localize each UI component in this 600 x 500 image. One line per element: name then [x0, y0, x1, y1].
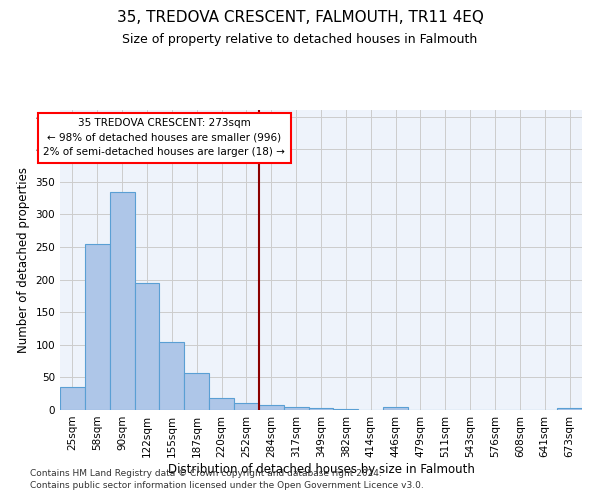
Bar: [234, 404, 259, 410]
Text: 35, TREDOVA CRESCENT, FALMOUTH, TR11 4EQ: 35, TREDOVA CRESCENT, FALMOUTH, TR11 4EQ: [116, 10, 484, 25]
Bar: [334, 408, 358, 410]
Text: Contains public sector information licensed under the Open Government Licence v3: Contains public sector information licen…: [30, 481, 424, 490]
Bar: [284, 406, 308, 410]
Bar: [110, 192, 134, 410]
Bar: [383, 406, 408, 410]
Text: Size of property relative to detached houses in Falmouth: Size of property relative to detached ho…: [122, 32, 478, 46]
Bar: [209, 398, 234, 410]
Bar: [134, 283, 160, 410]
Bar: [85, 244, 110, 410]
Text: 35 TREDOVA CRESCENT: 273sqm
← 98% of detached houses are smaller (996)
2% of sem: 35 TREDOVA CRESCENT: 273sqm ← 98% of det…: [43, 118, 286, 158]
Text: Contains HM Land Registry data © Crown copyright and database right 2024.: Contains HM Land Registry data © Crown c…: [30, 468, 382, 477]
Bar: [60, 387, 85, 410]
Bar: [184, 373, 209, 410]
Bar: [308, 408, 334, 410]
Y-axis label: Number of detached properties: Number of detached properties: [17, 167, 30, 353]
Bar: [160, 342, 184, 410]
Bar: [557, 408, 582, 410]
X-axis label: Distribution of detached houses by size in Falmouth: Distribution of detached houses by size …: [167, 462, 475, 475]
Bar: [259, 405, 284, 410]
